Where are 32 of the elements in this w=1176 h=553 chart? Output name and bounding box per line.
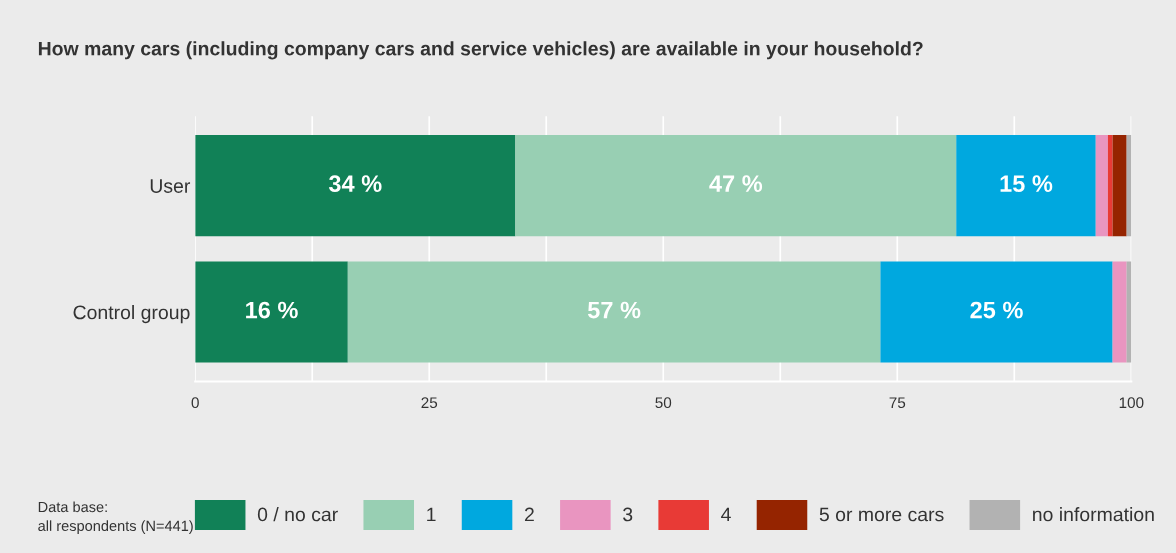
bar <box>956 135 1096 237</box>
y-tick-label: User <box>150 179 191 193</box>
x-tick-label: 25 <box>421 397 438 409</box>
chart-title: How many cars (including company cars and service vehicles) are available in your household? <box>38 41 923 60</box>
legend-label: 4 <box>721 507 731 522</box>
legend-label: no information <box>1033 507 1154 522</box>
data-label: 16 % <box>246 301 298 319</box>
data-label: 57 % <box>587 301 641 319</box>
y-tick-label: Control group <box>73 305 190 324</box>
bar <box>1107 135 1113 237</box>
legend-label: 3 <box>623 507 633 522</box>
bar <box>1112 135 1127 237</box>
legend-label: 5 or more cars <box>819 507 944 522</box>
data-label: 15 % <box>1000 175 1053 192</box>
bar <box>1095 135 1108 237</box>
legend-label: 2 <box>524 507 534 522</box>
bar <box>195 135 516 237</box>
bar <box>880 261 1113 363</box>
data-label: 34 % <box>328 175 382 193</box>
bar <box>195 261 348 363</box>
x-tick-label: 100 <box>1119 397 1144 409</box>
x-tick-label: 0 <box>191 397 199 409</box>
bar <box>515 135 957 237</box>
x-tick-label: 75 <box>889 397 906 409</box>
legend-label: 0 / no car <box>257 507 338 522</box>
bar <box>1112 261 1127 363</box>
bar <box>347 261 881 363</box>
data-label: 25 % <box>970 301 1023 319</box>
data-label: 47 % <box>709 175 763 192</box>
x-tick-label: 50 <box>655 397 672 409</box>
legend-label: 1 <box>427 507 436 522</box>
text: Data base: all respondents (N=441) <box>38 501 193 534</box>
